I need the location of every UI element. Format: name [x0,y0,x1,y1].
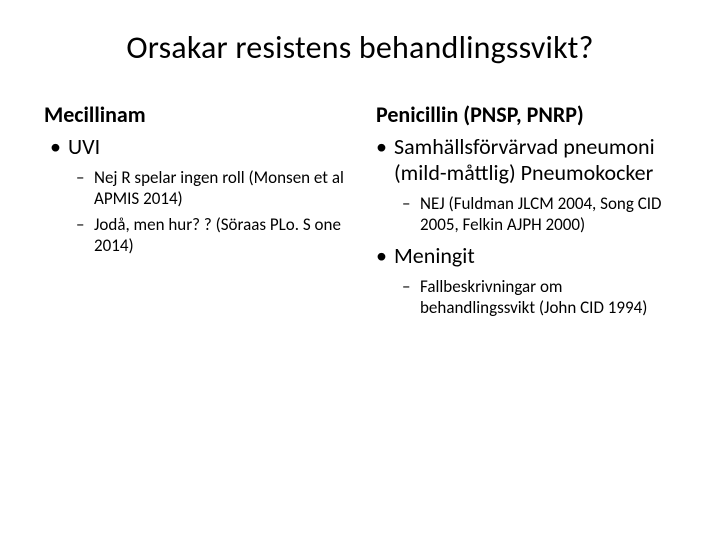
list-item-text: UVI [68,133,100,160]
list-item: Meningit Fallbeskrivningar om behandling… [370,243,676,318]
left-column: Mecillinam UVI Nej R spelar ingen roll (… [44,101,350,327]
slide-title: Orsakar resistens behandlingssvikt? [44,28,676,67]
sub-item: NEJ (Fuldman JLCM 2004, Song CID 2005, F… [394,194,676,235]
left-heading: Mecillinam [44,101,350,128]
slide: Orsakar resistens behandlingssvikt? Meci… [0,0,720,540]
sub-item: Nej R spelar ingen roll (Monsen et al AP… [68,168,350,209]
left-sublist: Nej R spelar ingen roll (Monsen et al AP… [68,168,350,257]
list-item-text: Meningit [394,242,475,269]
list-item: Samhällsförvärvad pneumoni (mild-måttlig… [370,134,676,235]
sub-item: Fallbeskrivningar om behandlingssvikt (J… [394,277,676,318]
list-item: UVI Nej R spelar ingen roll (Monsen et a… [44,134,350,257]
right-sublist: Fallbeskrivningar om behandlingssvikt (J… [394,277,676,318]
left-list: UVI Nej R spelar ingen roll (Monsen et a… [44,134,350,257]
content-columns: Mecillinam UVI Nej R spelar ingen roll (… [44,101,676,327]
right-list: Samhällsförvärvad pneumoni (mild-måttlig… [370,134,676,319]
right-heading: Penicillin (PNSP, PNRP) [370,101,676,128]
sub-item: Jodå, men hur? ? (Söraas PLo. S one 2014… [68,215,350,256]
list-item-text: Samhällsförvärvad pneumoni (mild-måttlig… [394,133,655,186]
right-column: Penicillin (PNSP, PNRP) Samhällsförvärva… [370,101,676,327]
right-sublist: NEJ (Fuldman JLCM 2004, Song CID 2005, F… [394,194,676,235]
